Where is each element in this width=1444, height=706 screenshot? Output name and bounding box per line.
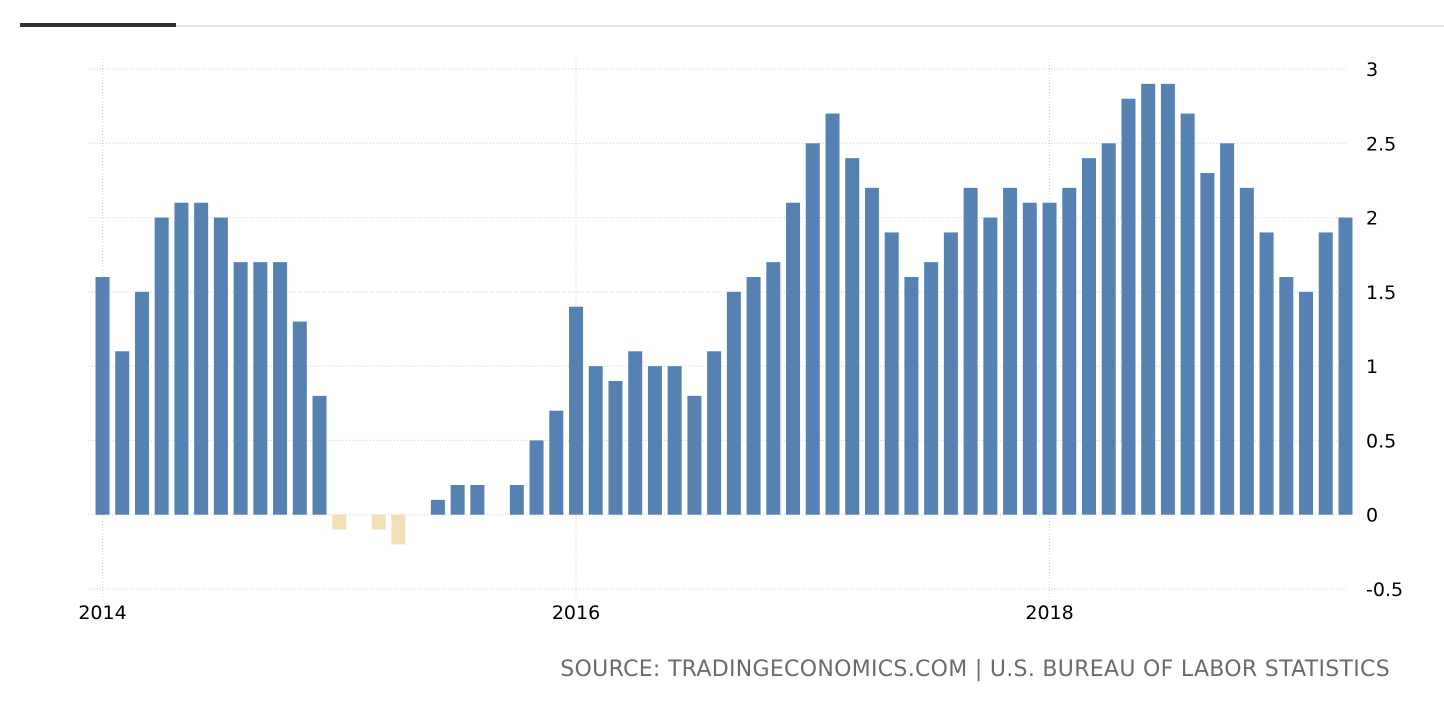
- bar-2015-12[interactable]: [549, 410, 564, 515]
- bar-2016-09[interactable]: [726, 291, 741, 515]
- y-tick-label: 0.5: [1366, 430, 1396, 452]
- bar-2018-07[interactable]: [1160, 83, 1175, 515]
- x-axis-labels: 2014 2016 2018: [78, 602, 1073, 624]
- bar-2018-12[interactable]: [1259, 232, 1274, 515]
- bar-2017-07[interactable]: [924, 262, 939, 515]
- bar-2017-10[interactable]: [983, 217, 998, 515]
- y-tick-label: 3: [1366, 59, 1378, 81]
- bar-2016-12[interactable]: [786, 202, 801, 515]
- bar-2017-04[interactable]: [864, 187, 879, 515]
- bar-2016-10[interactable]: [746, 277, 761, 515]
- bar-2015-06[interactable]: [430, 499, 445, 515]
- bar-2014-08[interactable]: [233, 262, 248, 515]
- bar-2015-03[interactable]: [371, 514, 386, 530]
- bar-2019-01[interactable]: [1279, 277, 1294, 515]
- bar-2018-09[interactable]: [1200, 173, 1215, 515]
- bar-2016-02[interactable]: [588, 366, 603, 515]
- x-tick-label: 2018: [1025, 602, 1073, 624]
- bar-2014-12[interactable]: [312, 395, 327, 515]
- bar-2019-03[interactable]: [1318, 232, 1333, 515]
- x-tick-label: 2014: [78, 602, 126, 624]
- bar-2017-01[interactable]: [805, 143, 820, 515]
- bar-2016-01[interactable]: [569, 306, 584, 515]
- bar-2018-06[interactable]: [1141, 83, 1156, 515]
- bar-2018-04[interactable]: [1101, 143, 1116, 515]
- bar-2018-08[interactable]: [1180, 113, 1195, 515]
- bar-2014-06[interactable]: [194, 202, 209, 515]
- bar-2018-10[interactable]: [1220, 143, 1235, 515]
- bar-2016-08[interactable]: [707, 351, 722, 515]
- bar-2014-10[interactable]: [273, 262, 288, 515]
- y-tick-label: -0.5: [1366, 579, 1403, 601]
- bar-2017-05[interactable]: [884, 232, 899, 515]
- bar-2019-02[interactable]: [1299, 291, 1314, 515]
- y-tick-label: 2.5: [1366, 133, 1396, 155]
- bar-2015-11[interactable]: [529, 440, 544, 515]
- bar-2019-04[interactable]: [1338, 217, 1353, 515]
- bar-2018-11[interactable]: [1239, 187, 1254, 515]
- x-tick-label: 2016: [552, 602, 600, 624]
- y-tick-label: 1: [1366, 356, 1378, 378]
- bar-2014-11[interactable]: [292, 321, 307, 515]
- y-tick-label: 1.5: [1366, 282, 1396, 304]
- bar-2017-06[interactable]: [904, 277, 919, 515]
- bar-2014-03[interactable]: [134, 291, 149, 515]
- bar-2016-07[interactable]: [687, 395, 702, 515]
- bar-2018-03[interactable]: [1082, 158, 1096, 515]
- bar-2015-10[interactable]: [509, 485, 524, 515]
- bar-2015-08[interactable]: [470, 485, 485, 515]
- bar-2014-01[interactable]: [95, 277, 110, 515]
- bar-2017-12[interactable]: [1022, 202, 1037, 515]
- bar-2015-01[interactable]: [332, 514, 347, 530]
- bar-2016-05[interactable]: [647, 366, 662, 515]
- bar-2018-05[interactable]: [1121, 98, 1136, 515]
- bar-2016-06[interactable]: [667, 366, 682, 515]
- bar-2015-04[interactable]: [391, 514, 406, 545]
- bar-2015-07[interactable]: [450, 485, 465, 515]
- bar-2014-05[interactable]: [174, 202, 189, 515]
- bar-2014-02[interactable]: [115, 351, 130, 515]
- y-tick-label: 0: [1366, 505, 1378, 527]
- bar-2017-08[interactable]: [943, 232, 958, 515]
- bar-2018-02[interactable]: [1062, 187, 1077, 515]
- bar-2016-03[interactable]: [608, 381, 623, 515]
- y-axis-labels: 3 2.5 2 1.5 1 0.5 0 -0.5: [1366, 59, 1403, 601]
- bar-2014-09[interactable]: [253, 262, 268, 515]
- bar-2017-09[interactable]: [963, 187, 978, 515]
- bar-2016-11[interactable]: [766, 262, 781, 515]
- bars: [95, 83, 1353, 545]
- bar-2016-04[interactable]: [628, 351, 643, 515]
- y-tick-label: 2: [1366, 208, 1378, 230]
- source-text: SOURCE: TRADINGECONOMICS.COM | U.S. BURE…: [560, 657, 1390, 682]
- bar-2017-02[interactable]: [825, 113, 840, 515]
- bar-2014-04[interactable]: [154, 217, 169, 515]
- bar-2017-11[interactable]: [1003, 187, 1018, 515]
- bar-2017-03[interactable]: [845, 158, 860, 515]
- bar-2014-07[interactable]: [213, 217, 228, 515]
- bar-2018-01[interactable]: [1042, 202, 1057, 515]
